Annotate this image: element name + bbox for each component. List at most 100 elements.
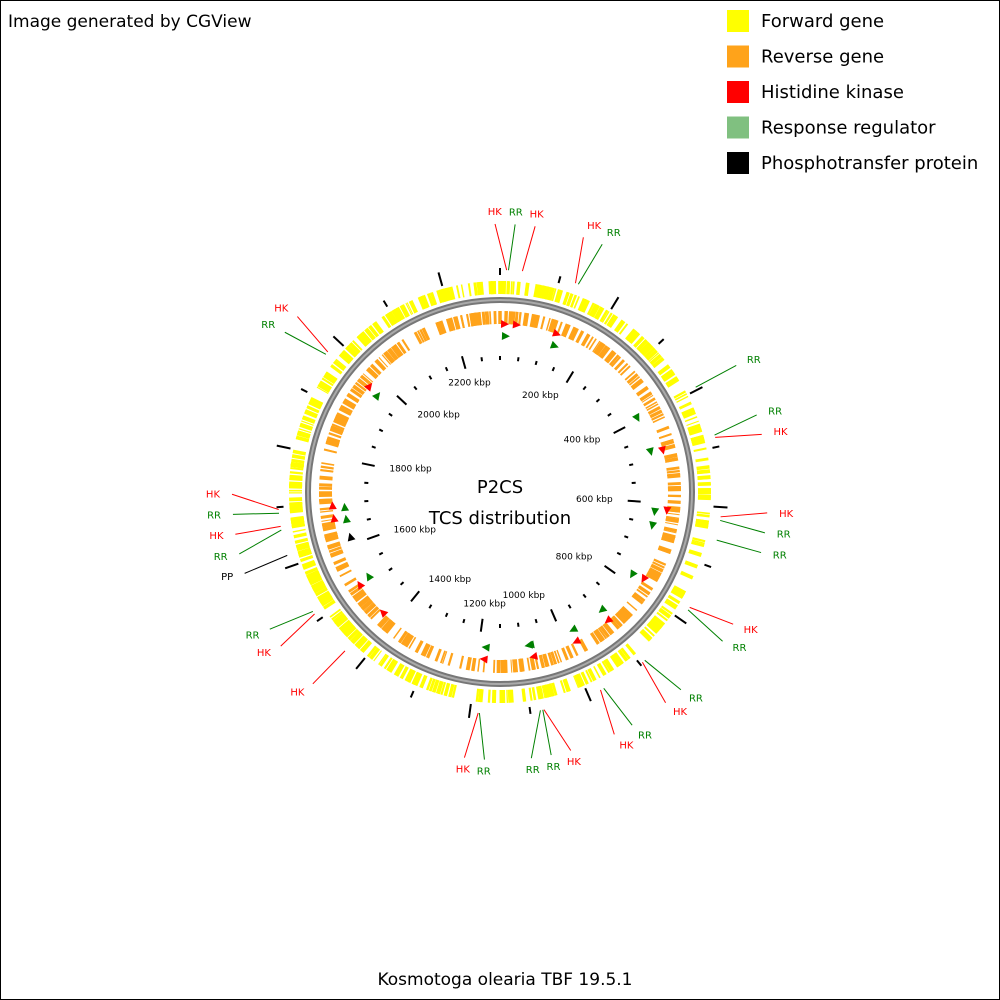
reverse-gene	[328, 546, 342, 553]
forward-gene	[364, 328, 375, 341]
scale-minor-tick	[480, 357, 484, 362]
feature-marker	[657, 445, 666, 455]
reverse-gene	[454, 316, 461, 330]
scale-tick-label: 400 kbp	[564, 436, 601, 446]
reverse-gene	[663, 529, 677, 534]
reverse-gene	[435, 322, 443, 336]
reverse-gene	[543, 653, 550, 667]
forward-gene	[360, 331, 372, 344]
forward-gene	[577, 297, 586, 312]
forward-gene	[317, 382, 331, 393]
forward-gene	[369, 647, 381, 660]
reverse-gene	[448, 317, 456, 331]
reverse-gene	[653, 558, 667, 566]
reverse-gene	[334, 415, 348, 424]
outer-tick	[437, 272, 444, 287]
reverse-gene	[667, 473, 681, 477]
forward-gene	[350, 631, 362, 643]
feature-marker	[328, 501, 337, 510]
reverse-gene	[360, 375, 372, 386]
forward-gene	[696, 511, 710, 515]
feature-leader	[720, 519, 766, 534]
forward-gene	[652, 615, 666, 627]
feature-label: RR	[526, 765, 540, 776]
forward-gene	[554, 289, 561, 303]
scale-tick-label: 600 kbp	[576, 495, 613, 505]
reverse-gene	[335, 561, 349, 570]
reverse-gene	[327, 543, 341, 550]
forward-gene	[332, 612, 344, 622]
forward-gene	[290, 517, 305, 523]
reverse-gene	[367, 606, 380, 618]
reverse-gene	[602, 623, 613, 636]
reverse-gene	[571, 643, 579, 656]
forward-gene	[694, 523, 709, 529]
feature-label: PP	[221, 572, 233, 583]
scale-tick	[410, 590, 420, 603]
reverse-gene	[633, 591, 646, 603]
feature-marker	[357, 580, 366, 590]
reverse-gene	[404, 634, 414, 648]
reverse-gene	[384, 350, 395, 363]
reverse-gene	[616, 610, 629, 623]
scale-minor-tick	[534, 618, 538, 624]
forward-gene	[299, 423, 313, 431]
scale-minor-tick	[595, 581, 601, 586]
reverse-gene	[652, 416, 666, 424]
reverse-gene	[477, 658, 481, 672]
reverse-gene	[435, 649, 442, 662]
reverse-gene	[580, 638, 589, 651]
reverse-gene	[650, 563, 664, 572]
forward-gene	[391, 309, 402, 323]
reverse-gene	[378, 357, 389, 368]
reverse-gene	[335, 414, 349, 422]
forward-gene	[406, 302, 414, 315]
forward-gene	[336, 616, 349, 628]
reverse-gene	[663, 526, 678, 533]
forward-gene	[351, 632, 363, 645]
forward-gene	[659, 607, 672, 618]
forward-gene	[575, 674, 582, 688]
feature-leader	[269, 611, 314, 630]
reverse-gene	[626, 373, 639, 385]
reverse-gene	[647, 406, 661, 415]
forward-gene	[330, 364, 343, 375]
forward-gene	[317, 590, 330, 599]
forward-gene	[414, 672, 423, 687]
reverse-gene	[422, 327, 431, 341]
feature-marker	[529, 651, 538, 660]
forward-gene	[680, 570, 694, 579]
reverse-gene	[364, 603, 376, 614]
forward-gene	[581, 299, 590, 313]
forward-gene	[606, 314, 616, 327]
forward-gene	[559, 680, 566, 694]
forward-gene	[681, 407, 695, 415]
forward-gene	[310, 397, 323, 406]
reverse-gene	[589, 632, 600, 645]
reverse-gene	[329, 427, 344, 436]
reverse-gene	[363, 602, 374, 612]
reverse-gene	[352, 588, 365, 599]
forward-gene	[356, 335, 368, 347]
feature-label: RR	[777, 530, 791, 541]
feature-label: HK	[773, 427, 788, 438]
forward-gene	[428, 678, 436, 692]
reverse-gene	[598, 345, 609, 358]
feature-marker	[604, 615, 614, 624]
feature-leader	[231, 493, 279, 511]
forward-gene	[547, 683, 555, 697]
outer-minor-tick	[712, 445, 720, 449]
feature-marker	[379, 609, 389, 618]
reverse-gene	[517, 312, 521, 326]
forward-gene	[537, 685, 544, 700]
reverse-gene	[320, 465, 334, 470]
forward-gene	[551, 288, 557, 302]
reverse-gene	[556, 649, 563, 663]
feature-leader	[312, 650, 346, 685]
feature-leader	[494, 223, 508, 271]
forward-gene	[289, 506, 303, 510]
forward-gene	[405, 302, 413, 316]
reverse-gene	[321, 521, 335, 526]
reverse-gene	[618, 609, 630, 621]
